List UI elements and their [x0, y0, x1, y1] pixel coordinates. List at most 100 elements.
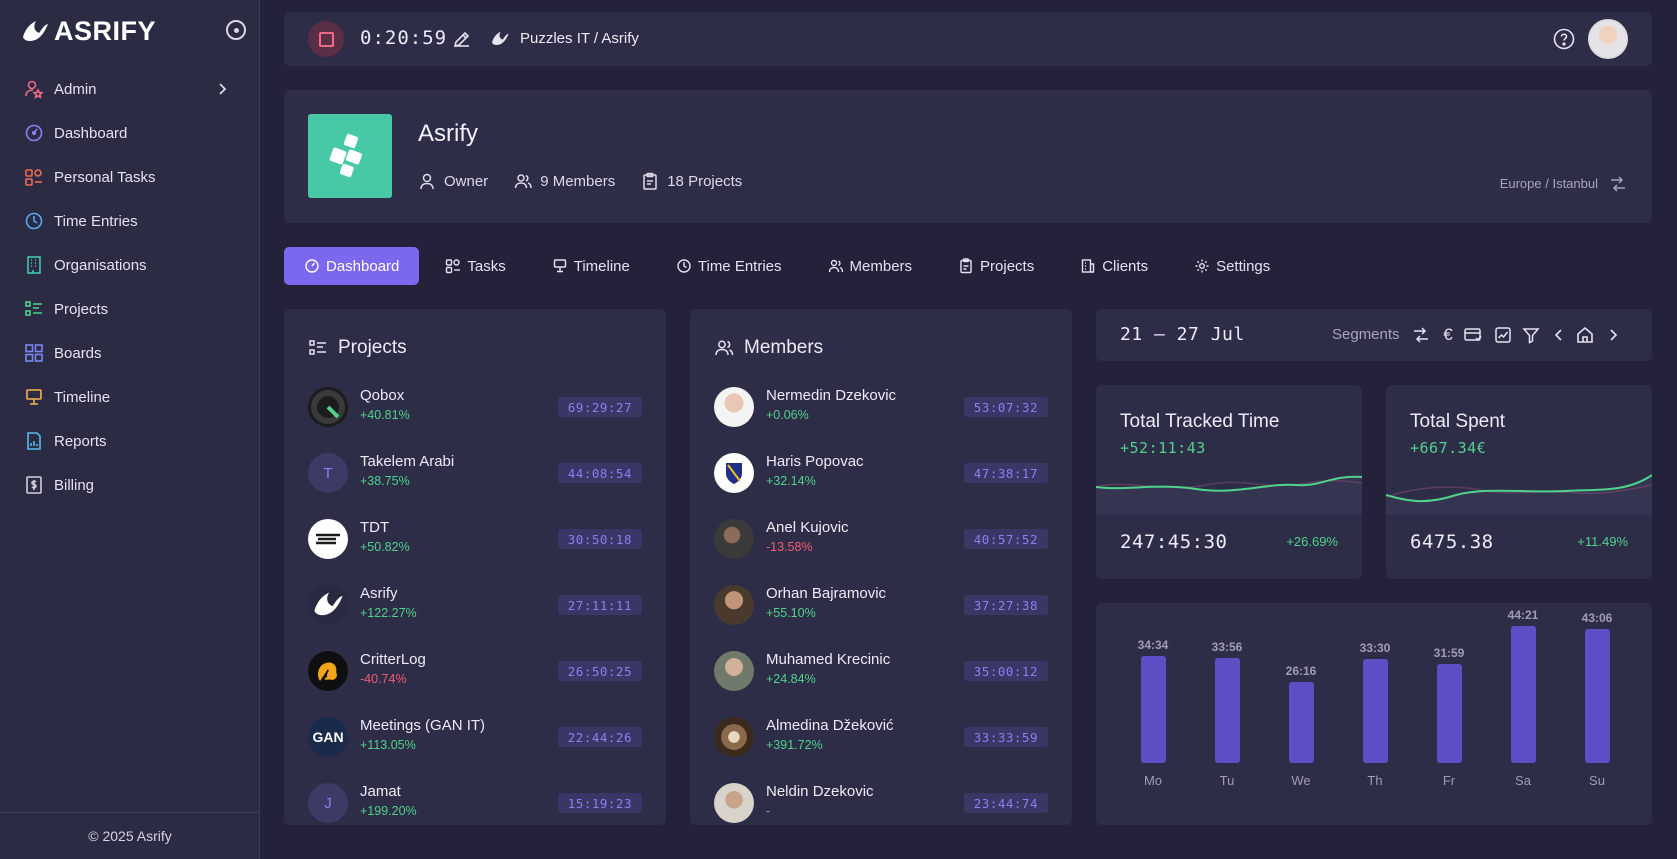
- switch-icon[interactable]: [1410, 324, 1432, 346]
- list-item[interactable]: Nermedin Dzekovic +0.06% 53:07:32: [714, 383, 1048, 449]
- tab-dashboard[interactable]: Dashboard: [284, 247, 420, 285]
- organisation-breadcrumb[interactable]: Puzzles IT / Asrify: [520, 30, 639, 47]
- bar-group[interactable]: 43:06 Su: [1572, 603, 1622, 803]
- list-item[interactable]: Orhan Bajramovic +55.10% 37:27:38: [714, 581, 1048, 647]
- list-item[interactable]: CritterLog -40.74% 26:50:25: [308, 647, 642, 713]
- bar-group[interactable]: 26:16 We: [1276, 603, 1326, 803]
- home-icon[interactable]: [1574, 324, 1596, 346]
- tab-settings[interactable]: Settings: [1174, 247, 1290, 285]
- sidebar-item-label: Personal Tasks: [54, 168, 156, 186]
- tab-projects[interactable]: Projects: [938, 247, 1054, 285]
- bar[interactable]: [1363, 659, 1388, 763]
- switch-icon[interactable]: [1608, 174, 1628, 194]
- puzzle-logo-icon: [329, 133, 363, 178]
- bar-group[interactable]: 31:59 Fr: [1424, 603, 1474, 803]
- list-item[interactable]: Asrify +122.27% 27:11:11: [308, 581, 642, 647]
- tab-members[interactable]: Members: [808, 247, 933, 285]
- bar-group[interactable]: 44:21 Sa: [1498, 603, 1548, 803]
- filter-icon[interactable]: [1520, 324, 1542, 346]
- organisation-meta: Owner 9 Members 18 Projects: [418, 172, 768, 190]
- sparkline: [1386, 474, 1652, 515]
- edit-icon[interactable]: [452, 29, 472, 49]
- sidebar-item-reports[interactable]: Reports: [0, 419, 260, 463]
- bar[interactable]: [1289, 681, 1314, 763]
- list-item[interactable]: Almedina Džeković +391.72% 33:33:59: [714, 713, 1048, 779]
- segments-label[interactable]: Segments: [1332, 326, 1400, 343]
- chevron-right-icon[interactable]: [1602, 324, 1624, 346]
- bar-day-label: Tu: [1219, 773, 1235, 788]
- building-icon: [24, 255, 44, 275]
- sidebar-toggle-button[interactable]: [226, 20, 246, 40]
- list-item[interactable]: TDT +50.82% 30:50:18: [308, 515, 642, 581]
- sidebar-item-boards[interactable]: Boards: [0, 331, 260, 375]
- tab-tasks[interactable]: Tasks: [425, 247, 525, 285]
- project-avatar: T: [308, 453, 348, 493]
- brand-logo[interactable]: ASRIFY: [20, 16, 156, 47]
- stop-timer-button[interactable]: [308, 21, 344, 57]
- list-item[interactable]: Neldin Dzekovic - 23:44:74: [714, 779, 1048, 825]
- timeline-icon: [553, 259, 566, 273]
- sidebar-item-personal-tasks[interactable]: Personal Tasks: [0, 155, 260, 199]
- member-avatar: [714, 519, 754, 559]
- sidebar-item-billing[interactable]: Billing: [0, 463, 260, 507]
- list-item[interactable]: Muhamed Krecinic +24.84% 35:00:12: [714, 647, 1048, 713]
- bar-group[interactable]: 34:34 Mo: [1128, 603, 1178, 803]
- stat-percent: +26.69%: [1286, 534, 1338, 549]
- user-avatar[interactable]: [1588, 19, 1628, 59]
- sidebar-item-timeline[interactable]: Timeline: [0, 375, 260, 419]
- bar[interactable]: [1215, 657, 1240, 763]
- stat-value: 6475.38: [1410, 531, 1494, 553]
- bar[interactable]: [1437, 663, 1462, 763]
- weekly-hours-chart: 34:34 Mo 33:56 Tu 26:16 We 33:30 Th 31:59 Fr 44:21…: [1096, 603, 1652, 825]
- list-item[interactable]: J Jamat +199.20% 15:19:23: [308, 779, 642, 825]
- sidebar-item-dashboard[interactable]: Dashboard: [0, 111, 260, 155]
- bar[interactable]: [1585, 629, 1610, 763]
- tab-timeline[interactable]: Timeline: [532, 247, 650, 285]
- sidebar-item-label: Reports: [54, 432, 107, 450]
- billable-icon[interactable]: [1462, 324, 1484, 346]
- brand-name: ASRIFY: [54, 16, 157, 46]
- tab-label: Members: [849, 257, 913, 275]
- date-range-label[interactable]: 21 – 27 Jul: [1120, 324, 1245, 345]
- timeline-icon: [24, 387, 44, 407]
- bird-logo-icon: [492, 31, 509, 45]
- sidebar-item-label: Time Entries: [54, 212, 138, 230]
- sidebar-item-projects[interactable]: Projects: [0, 287, 260, 331]
- tab-label: Time Entries: [697, 257, 782, 275]
- sidebar-item-admin[interactable]: Admin: [0, 67, 260, 111]
- clock-icon: [24, 211, 44, 231]
- list-item[interactable]: Qobox +40.81% 69:29:27: [308, 383, 642, 449]
- tdt-logo-icon: [316, 533, 340, 545]
- list-item[interactable]: T Takelem Arabi +38.75% 44:08:54: [308, 449, 642, 515]
- bar-day-label: Sa: [1515, 773, 1531, 788]
- list-item[interactable]: GAN Meetings (GAN IT) +113.05% 22:44:26: [308, 713, 642, 779]
- euro-icon[interactable]: €: [1443, 325, 1453, 344]
- list-item[interactable]: Anel Kujovic -13.58% 40:57:52: [714, 515, 1048, 581]
- bar-group[interactable]: 33:30 Th: [1350, 603, 1400, 803]
- avatar-letter: GAN: [312, 729, 344, 745]
- sidebar-item-organisations[interactable]: Organisations: [0, 243, 260, 287]
- sidebar-item-time-entries[interactable]: Time Entries: [0, 199, 260, 243]
- sidebar-item-label: Organisations: [54, 256, 147, 274]
- gauge-icon: [305, 259, 319, 273]
- user-icon: [420, 173, 434, 190]
- tab-clients[interactable]: Clients: [1060, 247, 1168, 285]
- chevron-left-icon[interactable]: [1548, 324, 1570, 346]
- project-name: CritterLog: [360, 651, 426, 668]
- bar-value-label: 26:16: [1285, 663, 1317, 678]
- help-icon[interactable]: [1552, 27, 1576, 51]
- project-change: +113.05%: [360, 738, 416, 752]
- bar-group[interactable]: 33:56 Tu: [1202, 603, 1252, 803]
- project-name: Meetings (GAN IT): [360, 717, 486, 734]
- tab-time-entries[interactable]: Time Entries: [656, 247, 802, 285]
- avatar-letter: J: [324, 794, 332, 812]
- sidebar-footer: © 2025 Asrify: [0, 812, 260, 859]
- member-name: Neldin Dzekovic: [766, 783, 874, 800]
- bar[interactable]: [1141, 655, 1166, 763]
- member-change: +55.10%: [766, 606, 816, 620]
- list-item[interactable]: Haris Popovac +32.14% 47:38:17: [714, 449, 1048, 515]
- member-change: +391.72%: [766, 738, 823, 752]
- bar[interactable]: [1511, 625, 1536, 763]
- chart-icon[interactable]: [1492, 324, 1514, 346]
- projects-panel: Projects Qobox +40.81% 69:29:27 T Takele…: [284, 309, 666, 825]
